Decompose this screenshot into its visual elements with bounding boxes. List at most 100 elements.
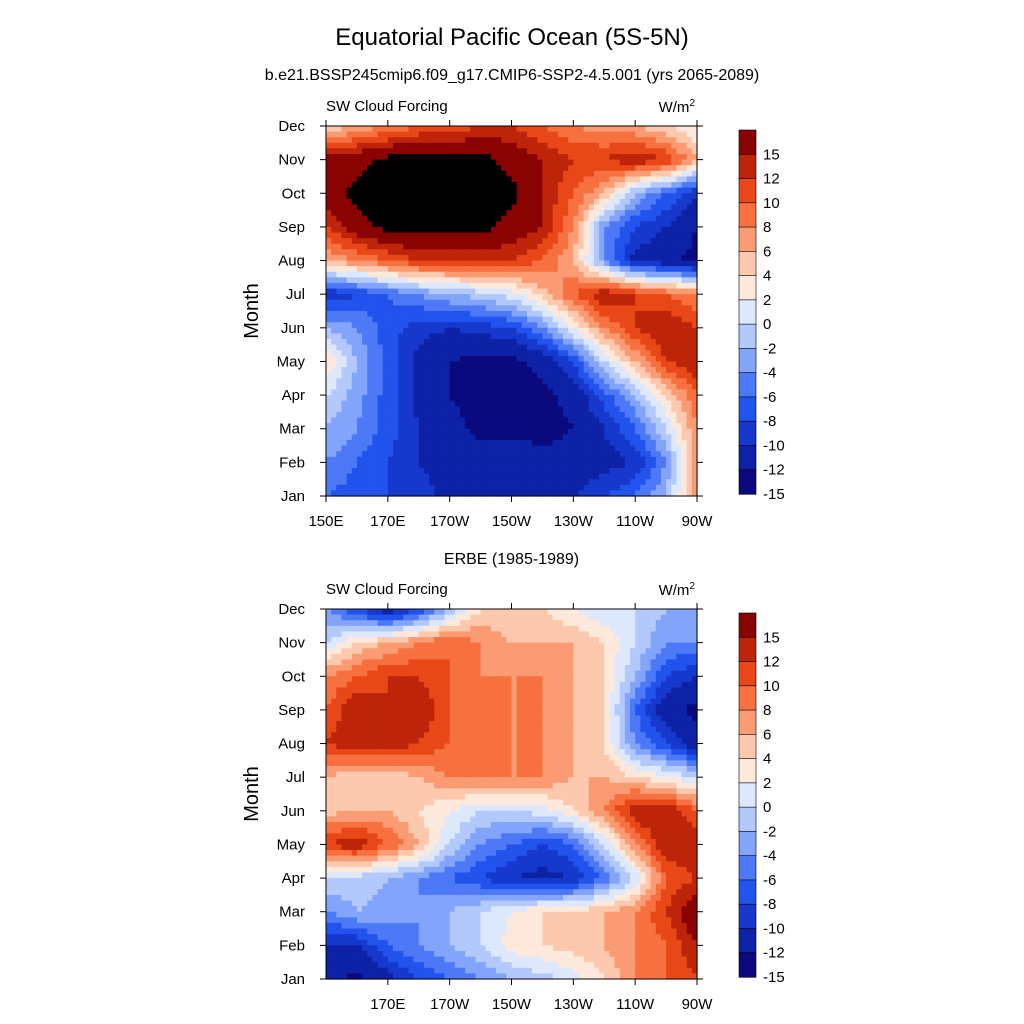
contour-cell	[676, 165, 683, 172]
contour-cell	[521, 249, 528, 256]
contour-cell	[341, 170, 348, 178]
contour-cell	[429, 400, 435, 407]
contour-cell	[681, 417, 688, 424]
contour-cell	[449, 395, 456, 402]
contour-cell	[429, 395, 435, 402]
contour-cell	[423, 204, 430, 211]
contour-cell	[429, 350, 435, 357]
contour-cell	[382, 288, 389, 295]
contour-cell	[650, 159, 657, 166]
contour-cell	[583, 467, 590, 475]
contour-cell	[362, 232, 368, 239]
contour-cell	[578, 417, 585, 424]
contour-cell	[599, 316, 605, 323]
contour-cell	[552, 204, 559, 211]
contour-cell	[568, 378, 574, 385]
contour-cell	[671, 609, 677, 616]
contour-cell	[614, 339, 621, 346]
contour-cell	[521, 176, 528, 183]
contour-cell	[521, 137, 528, 144]
contour-cell	[552, 389, 559, 396]
contour-cell	[387, 367, 394, 374]
contour-cell	[434, 411, 440, 419]
contour-cell	[475, 322, 482, 329]
contour-cell	[465, 221, 471, 228]
contour-cell	[676, 484, 683, 491]
contour-cell	[398, 484, 404, 491]
contour-cell	[392, 400, 399, 407]
contour-cell	[516, 378, 523, 385]
contour-cell	[398, 389, 404, 396]
contour-cell	[614, 479, 621, 486]
contour-cell	[377, 434, 384, 441]
contour-cell	[588, 187, 595, 194]
contour-cell	[691, 378, 698, 385]
contour-cell	[521, 445, 528, 452]
contour-cell	[516, 445, 523, 452]
contour-cell	[557, 243, 564, 250]
contour-cell	[387, 400, 394, 407]
contour-cell	[506, 383, 513, 391]
contour-cell	[666, 226, 672, 234]
contour-cell	[655, 282, 662, 290]
contour-cell	[341, 126, 348, 133]
contour-cell	[326, 271, 332, 278]
contour-cell	[362, 451, 368, 458]
contour-cell	[604, 389, 610, 396]
contour-cell	[470, 609, 477, 616]
contour-cell	[526, 204, 533, 211]
contour-cell	[408, 406, 415, 413]
contour-cell	[496, 456, 502, 463]
contour-cell	[403, 148, 410, 155]
contour-cell	[563, 445, 569, 452]
contour-cell	[630, 193, 636, 200]
contour-cell	[485, 305, 492, 312]
contour-cell	[444, 417, 451, 424]
contour-cell	[578, 439, 585, 447]
contour-cell	[655, 260, 662, 267]
contour-cell	[655, 428, 662, 435]
contour-cell	[408, 395, 415, 402]
contour-cell	[356, 456, 363, 463]
contour-cell	[331, 294, 337, 301]
contour-cell	[506, 333, 513, 340]
contour-cell	[490, 193, 497, 200]
contour-cell	[671, 467, 677, 475]
contour-cell	[630, 126, 636, 133]
contour-cell	[496, 176, 502, 183]
contour-cell	[573, 367, 580, 374]
contour-cell	[326, 620, 332, 627]
contour-cell	[429, 456, 435, 463]
contour-cell	[599, 451, 605, 458]
contour-cell	[496, 198, 502, 206]
contour-cell	[676, 131, 683, 138]
contour-cell	[521, 439, 528, 447]
contour-cell	[578, 389, 585, 396]
contour-cell	[439, 305, 446, 312]
contour-cell	[614, 142, 621, 150]
contour-cell	[573, 232, 580, 239]
contour-cell	[459, 305, 466, 312]
contour-cell	[583, 142, 590, 150]
contour-cell	[635, 344, 641, 351]
figure-subtitle: b.e21.BSSP245cmip6.f09_g17.CMIP6-SSP2-4.…	[265, 67, 760, 84]
contour-cell	[418, 479, 425, 486]
contour-cell	[501, 451, 507, 458]
contour-cell	[624, 333, 631, 340]
contour-cell	[429, 243, 435, 250]
contour-cell	[583, 383, 590, 391]
contour-cell	[367, 294, 373, 301]
contour-cell	[326, 490, 332, 497]
contour-cell	[516, 467, 523, 475]
contour-cell	[429, 159, 435, 166]
contour-cell	[356, 288, 363, 295]
contour-cell	[671, 238, 677, 245]
contour-cell	[413, 226, 420, 234]
contour-cell	[377, 131, 384, 138]
contour-cell	[413, 609, 420, 616]
contour-cell	[480, 243, 487, 250]
contour-cell	[336, 339, 343, 346]
contour-cell	[666, 305, 672, 312]
contour-cell	[568, 311, 574, 318]
contour-cell	[568, 400, 574, 407]
